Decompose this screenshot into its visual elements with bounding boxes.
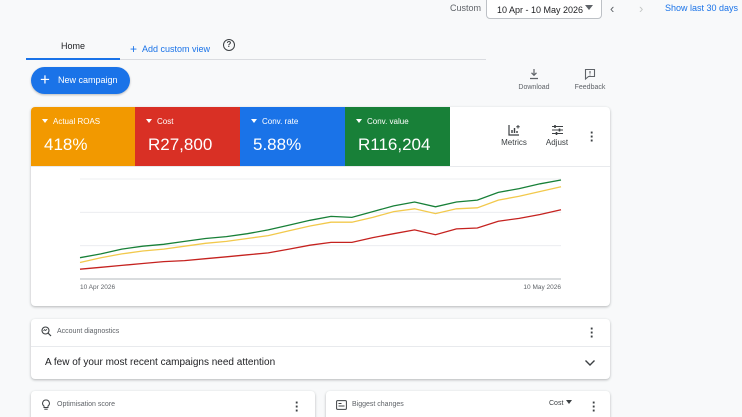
metric-value: 5.88% [253, 135, 302, 154]
more-vert-icon[interactable]: · · · [589, 321, 595, 344]
metrics-button[interactable]: Metrics [497, 124, 531, 147]
diagnostics-title: Account diagnostics [57, 328, 120, 335]
caret-down-icon [585, 5, 593, 10]
metric-label: Conv. value [356, 117, 409, 126]
custom-label: Custom [450, 3, 482, 13]
metric-label: Actual ROAS [42, 117, 100, 126]
series-line-1 [79, 179, 562, 259]
expand-chevron-icon[interactable] [584, 359, 596, 367]
cost-dropdown-value: Cost [549, 400, 564, 407]
feedback-label: Feedback [574, 84, 606, 91]
lightbulb-icon [42, 399, 50, 410]
performance-card: Actual ROAS 418% Cost R27,800 Conv. rate… [31, 107, 610, 306]
chevron-left-icon[interactable]: ‹ [610, 1, 615, 16]
metric-conv-value[interactable]: Conv. value R116,204 [345, 107, 450, 166]
date-range-bar: Custom 10 Apr - 10 May 2026 ‹ › Show las… [0, 0, 742, 20]
date-range-select[interactable]: 10 Apr - 10 May 2026 [486, 0, 602, 19]
adjust-label: Adjust [545, 138, 569, 147]
view-tabs: Home + Add custom view ? [26, 36, 486, 60]
diagnostics-message: A few of your most recent campaigns need… [45, 357, 276, 368]
cost-dropdown[interactable]: Cost [549, 400, 573, 407]
more-vert-icon[interactable]: · · · [589, 125, 595, 148]
x-axis-end-label: 10 May 2026 [523, 284, 561, 291]
feedback-button[interactable]: Feedback [570, 68, 610, 91]
metric-value: R27,800 [148, 135, 213, 154]
add-custom-view-label: Add custom view [142, 44, 211, 54]
x-axis-start-label: 10 Apr 2026 [80, 284, 115, 291]
caret-down-icon [566, 400, 573, 404]
metric-label: Conv. rate [251, 117, 298, 126]
performance-line-chart: 10 Apr 2026 10 May 2026 [79, 178, 562, 291]
series-line-3 [79, 209, 562, 270]
bar-chart-add-icon [507, 125, 520, 136]
download-icon [530, 69, 538, 80]
show-last-30-days-link[interactable]: Show last 30 days [665, 3, 739, 13]
plus-icon: + [130, 42, 138, 56]
adjust-button[interactable]: Adjust [540, 124, 574, 147]
metric-cost[interactable]: Cost R27,800 [135, 107, 240, 166]
metric-actual-roas[interactable]: Actual ROAS 418% [31, 107, 135, 166]
download-button[interactable]: Download [514, 68, 554, 91]
biggest-changes-title: Biggest changes [352, 401, 404, 408]
new-campaign-button[interactable]: + New campaign [31, 67, 130, 94]
tune-icon [551, 125, 563, 135]
divider [31, 166, 610, 167]
feedback-icon [584, 68, 596, 80]
metrics-label: Metrics [501, 138, 527, 147]
more-vert-icon[interactable]: · · · [294, 395, 300, 417]
series-line-2 [79, 186, 562, 264]
metric-conv-rate[interactable]: Conv. rate 5.88% [240, 107, 345, 166]
biggest-changes-card: Biggest changes Cost · · · [326, 391, 610, 417]
divider [31, 346, 610, 347]
plus-icon: + [40, 70, 50, 89]
diagnostics-search-icon [41, 326, 52, 337]
date-range-value: 10 Apr - 10 May 2026 [497, 5, 584, 15]
download-label: Download [518, 84, 550, 91]
metric-value: R116,204 [358, 135, 431, 154]
new-campaign-label: New campaign [58, 75, 118, 85]
optimisation-score-card: Optimisation score · · · [31, 391, 315, 417]
account-diagnostics-card: Account diagnostics · · · A few of your mo… [31, 319, 610, 379]
chart-grid [80, 178, 561, 280]
more-vert-icon[interactable]: · · · [591, 395, 597, 417]
metric-value: 418% [44, 135, 88, 154]
optimisation-score-title: Optimisation score [57, 401, 115, 408]
help-icon[interactable]: ? [223, 39, 235, 51]
compare-icon [336, 400, 347, 410]
chart-series-lines [79, 179, 562, 270]
tab-home[interactable]: Home [26, 36, 120, 60]
metric-label: Cost [146, 117, 173, 126]
chevron-right-icon[interactable]: › [639, 1, 644, 16]
add-custom-view-tab[interactable]: + Add custom view [130, 41, 211, 56]
